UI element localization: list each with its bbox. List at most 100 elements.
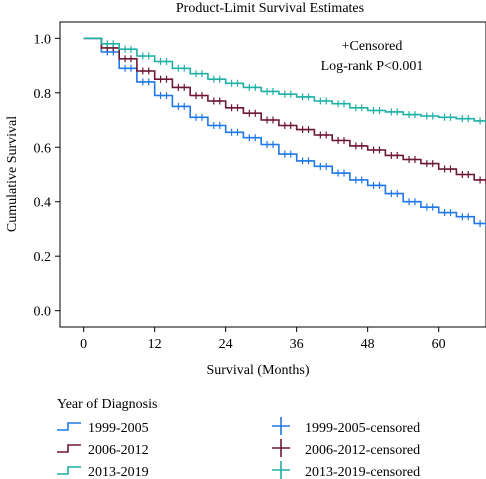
censor-mark [287, 90, 294, 98]
censor-mark [234, 79, 241, 87]
censor-mark [465, 115, 472, 123]
censor-mark [412, 198, 418, 206]
censor-mark [210, 97, 217, 105]
censor-mark [128, 64, 134, 72]
censor-mark [394, 108, 401, 116]
censor-mark [447, 209, 454, 217]
censor-mark [305, 126, 312, 134]
censor-mark [199, 92, 205, 100]
logrank-annotation: Log-rank P<0.001 [321, 59, 424, 74]
x-tick-label: 0 [80, 337, 87, 352]
censor-mark [157, 92, 164, 100]
censor-mark [299, 126, 306, 134]
censor-mark [388, 108, 395, 116]
censor-mark [406, 111, 413, 119]
censor-mark [122, 45, 129, 53]
censor-mark [216, 97, 223, 105]
censor-mark [264, 141, 271, 149]
censor-mark [252, 134, 259, 142]
x-tick-label: 12 [148, 337, 162, 352]
censor-mark [139, 78, 146, 86]
censor-mark [429, 160, 436, 168]
censor-mark [163, 75, 170, 83]
censor-mark [406, 198, 413, 206]
censor-mark [441, 165, 448, 173]
censor-mark [423, 112, 430, 120]
censor-mark [145, 78, 152, 86]
legend-censor-swatch-2013-2019 [272, 461, 290, 479]
censor-mark [175, 83, 182, 91]
x-tick-label: 48 [361, 337, 375, 352]
legend: 1999-2005 1999-2005-censored 2006-2012 2006… [57, 417, 420, 479]
censor-mark [447, 165, 454, 173]
censor-mark [370, 181, 377, 189]
censor-mark [358, 176, 365, 184]
censor-mark [287, 121, 294, 129]
censor-mark [264, 116, 271, 124]
censor-mark [281, 121, 288, 129]
censor-mark [145, 52, 152, 60]
censor-marks-2006-2012 [104, 44, 484, 184]
censor-mark [163, 92, 170, 100]
censor-mark [376, 181, 383, 189]
censor-mark [352, 104, 359, 112]
survival-curve-2006-2012 [83, 37, 486, 184]
censor-mark [299, 157, 306, 165]
censor-mark [163, 57, 170, 65]
censor-mark [358, 142, 365, 150]
censor-mark [477, 220, 484, 228]
censor-mark [193, 92, 200, 100]
censor-mark [252, 109, 259, 117]
censor-mark [199, 70, 205, 78]
legend-censor-swatch-2006-2012 [272, 439, 290, 457]
censor-mark [477, 176, 484, 184]
censor-mark [157, 75, 164, 83]
censor-mark [122, 55, 129, 63]
y-tick-label: 0.0 [34, 305, 52, 320]
censor-mark [210, 75, 217, 83]
censor-mark [252, 83, 259, 91]
censored-annotation: +Censored [342, 39, 403, 54]
censor-mark [465, 213, 472, 221]
x-tick-label: 60 [432, 337, 446, 352]
censor-mark [246, 83, 253, 91]
censor-mark [264, 87, 271, 95]
censor-mark [477, 117, 484, 125]
censor-mark [370, 146, 377, 154]
censor-mark [317, 162, 324, 170]
censor-mark [128, 55, 134, 63]
censor-mark [270, 116, 276, 124]
censor-mark [145, 67, 152, 75]
legend-step-swatch-1999-2005 [57, 422, 81, 431]
censor-mark [228, 128, 235, 136]
y-tick-label: 0.4 [34, 196, 52, 211]
censor-mark [323, 97, 330, 105]
censor-mark [394, 151, 401, 159]
censor-mark [317, 97, 324, 105]
censor-mark [270, 87, 276, 95]
plot-frame [59, 21, 486, 328]
censor-mark [181, 102, 188, 110]
censor-mark [210, 121, 217, 129]
censor-mark [388, 190, 395, 198]
legend-title: Year of Diagnosis [57, 397, 157, 412]
legend-label: 1999-2005 [88, 421, 149, 436]
y-tick-label: 1.0 [34, 32, 52, 47]
censor-mark [412, 111, 418, 119]
censor-mark [216, 75, 223, 83]
censor-mark [429, 203, 436, 211]
censor-mark [352, 176, 359, 184]
censor-mark [441, 209, 448, 217]
censor-mark [323, 131, 330, 139]
censor-mark [139, 67, 146, 75]
censor-mark [406, 156, 413, 164]
censor-mark [246, 134, 253, 142]
censor-mark [376, 146, 383, 154]
y-axis-label: Cumulative Survival [5, 116, 20, 232]
censor-mark [412, 156, 418, 164]
censor-mark [181, 64, 188, 72]
survival-curves [83, 37, 486, 228]
censor-mark [341, 169, 347, 177]
censor-mark [299, 93, 306, 101]
censor-mark [459, 171, 466, 178]
